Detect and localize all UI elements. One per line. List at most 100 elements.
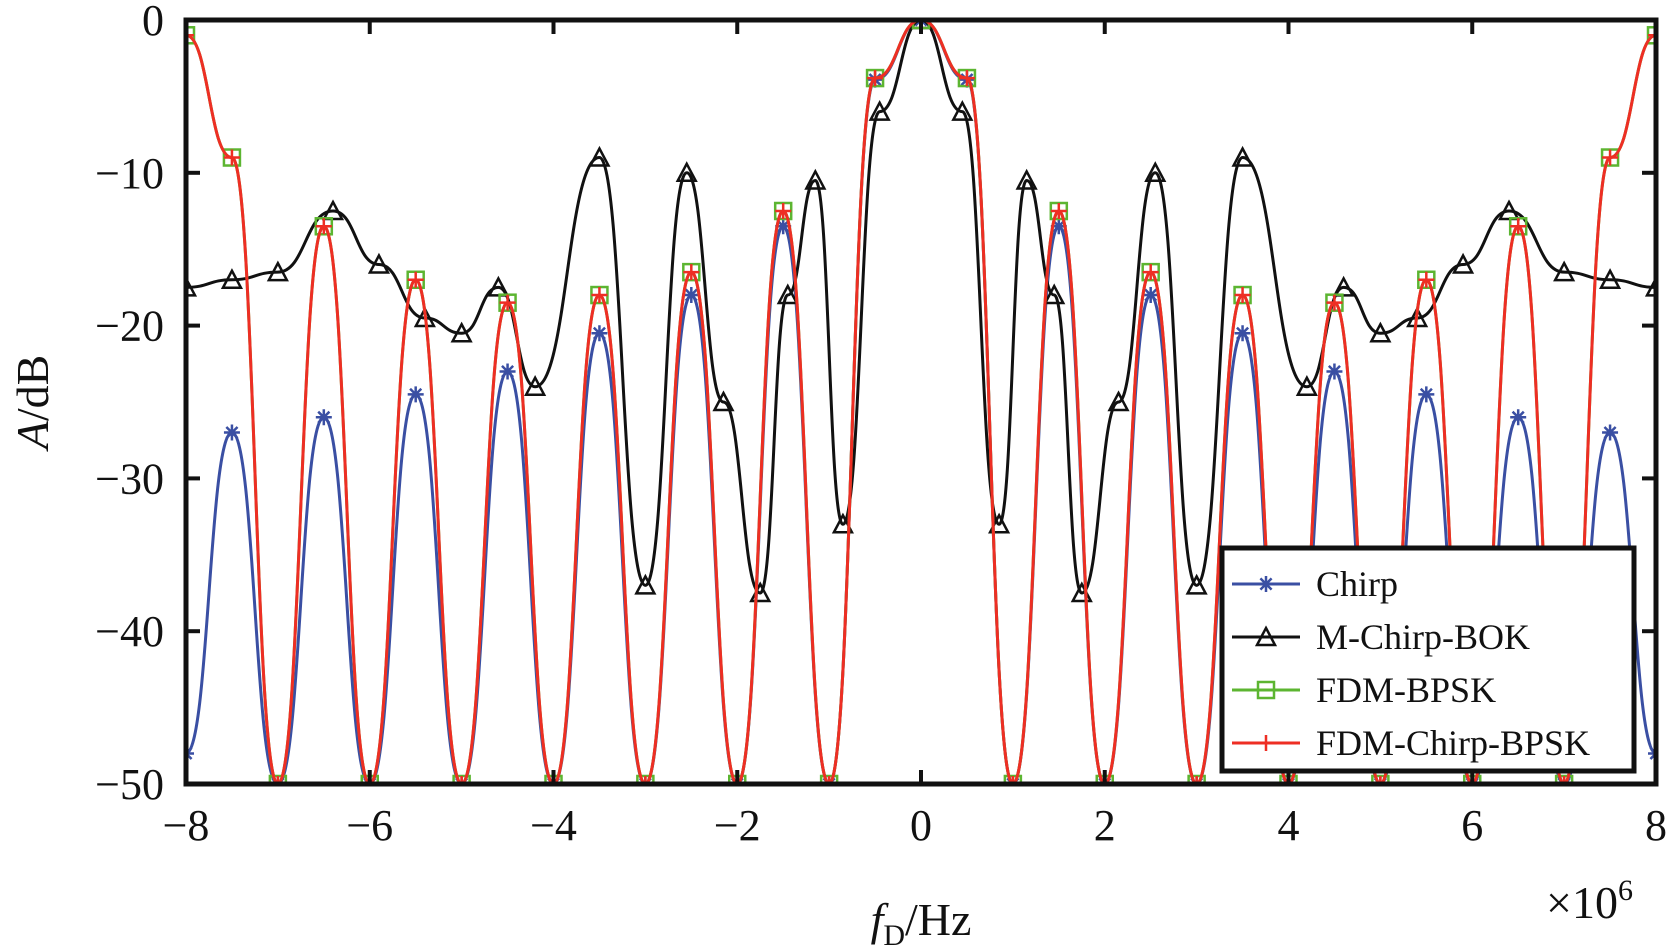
point-m-chirp-bok-35 [1598, 268, 1622, 290]
y-tick-label: −20 [95, 302, 164, 351]
legend-swatch-marker [1258, 735, 1274, 751]
series-m-chirp-bok [186, 20, 1656, 603]
point-m-chirp-bok-36 [1644, 275, 1656, 297]
point-m-chirp-bok-21 [1015, 168, 1038, 190]
point-m-chirp-bok-19 [951, 100, 974, 121]
x-axis-label: fD/Hz [871, 894, 972, 949]
point-m-chirp-bok-17 [868, 100, 891, 121]
x-tick-label: −2 [714, 801, 761, 850]
legend-swatch-marker [1256, 680, 1276, 700]
y-axis-label: A/dB [7, 355, 58, 453]
legend-item-fdm-bpsk: FDM-BPSK [1232, 670, 1496, 710]
point-m-chirp-bok-0 [186, 275, 198, 297]
point-fdm-chirp-bpsk-0 [186, 27, 194, 44]
x-axis-unit: /Hz [905, 894, 971, 945]
point-fdm-chirp-bpsk-31 [1602, 149, 1619, 166]
point-fdm-chirp-bpsk-15 [867, 70, 884, 87]
point-chirp-19 [1050, 218, 1067, 235]
point-chirp-25 [1326, 363, 1343, 380]
point-fdm-chirp-bpsk-9 [591, 287, 608, 304]
point-m-chirp-bok-20 [988, 512, 1011, 534]
point-chirp-5 [407, 386, 424, 403]
point-chirp-29 [1510, 409, 1527, 426]
y-axis-symbol: A [7, 420, 58, 452]
x-tick-label: 6 [1461, 801, 1483, 850]
point-fdm-chirp-bpsk-29 [1510, 218, 1527, 235]
point-m-chirp-bok-16 [831, 512, 854, 534]
x-tick-label: −8 [163, 801, 210, 850]
x-multiplier-base: ×10 [1546, 877, 1618, 928]
point-m-chirp-bok-32 [1451, 252, 1475, 274]
legend-label: Chirp [1316, 564, 1398, 604]
point-fdm-chirp-bpsk-2 [269, 776, 286, 784]
legend: Chirp M-Chirp-BOK FDM-BPSK FDM-Chirp-BPSK [1219, 545, 1637, 774]
x-tick-label: 8 [1645, 801, 1667, 850]
x-tick-label: 2 [1094, 801, 1116, 850]
point-m-chirp-bok-9 [588, 145, 611, 167]
point-m-chirp-bok-30 [1369, 321, 1392, 343]
x-multiplier-exponent: 6 [1618, 874, 1633, 907]
point-m-chirp-bok-15 [804, 168, 827, 190]
point-m-chirp-bok-22 [1043, 283, 1066, 305]
point-m-chirp-bok-6 [450, 321, 473, 343]
x-tick-label: 0 [910, 801, 932, 850]
point-fdm-chirp-bpsk-26 [1372, 776, 1389, 784]
series-line-m-chirp-bok [186, 20, 1656, 595]
x-multiplier: ×106 [1546, 874, 1633, 928]
point-m-chirp-bok-1 [220, 268, 244, 290]
point-fdm-chirp-bpsk-11 [683, 264, 700, 281]
legend-items: Chirp M-Chirp-BOK FDM-BPSK FDM-Chirp-BPSK [1232, 564, 1590, 763]
series-line-fdm-chirp-bpsk [186, 20, 1656, 784]
point-m-chirp-bok-12 [712, 390, 735, 412]
point-fdm-chirp-bpsk-27 [1418, 271, 1435, 288]
x-axis-subscript: D [883, 919, 905, 949]
point-chirp-23 [1234, 325, 1251, 342]
legend-box [1219, 545, 1637, 774]
y-tick-label: 0 [142, 0, 164, 45]
legend-label: FDM-BPSK [1316, 670, 1496, 710]
point-chirp-13 [775, 218, 792, 235]
point-m-chirp-bok-26 [1185, 573, 1208, 595]
point-fdm-chirp-bpsk-23 [1234, 287, 1251, 304]
point-chirp-3 [315, 409, 332, 426]
point-fdm-chirp-bpsk-1 [223, 149, 240, 166]
point-fdm-chirp-bpsk-19 [1050, 203, 1067, 219]
point-m-chirp-bok-31 [1406, 306, 1429, 328]
point-chirp-9 [591, 325, 608, 342]
point-m-chirp-bok-34 [1553, 260, 1576, 282]
x-tick-label: −6 [346, 801, 393, 850]
point-fdm-chirp-bpsk-13 [775, 203, 792, 219]
point-m-chirp-bok-10 [634, 573, 657, 595]
y-tick-label: −30 [95, 454, 164, 503]
point-fdm-chirp-bpsk-17 [958, 70, 975, 87]
point-chirp-27 [1418, 386, 1435, 403]
point-fdm-chirp-bpsk-30 [1556, 776, 1573, 784]
y-tick-label: −10 [95, 149, 164, 198]
legend-swatch-marker [1254, 625, 1278, 647]
y-tick-label: −40 [95, 607, 164, 656]
point-fdm-chirp-bpsk-22 [1188, 776, 1205, 784]
y-axis-unit: /dB [7, 355, 58, 421]
legend-label: M-Chirp-BOK [1316, 617, 1530, 657]
point-m-chirp-bok-5 [413, 306, 436, 328]
point-fdm-chirp-bpsk-3 [315, 218, 332, 235]
y-tick-label: −50 [95, 760, 164, 809]
point-fdm-chirp-bpsk-14 [821, 776, 838, 784]
point-m-chirp-bok-2 [266, 260, 289, 282]
legend-item-chirp: Chirp [1232, 564, 1398, 604]
point-chirp-1 [223, 424, 240, 441]
point-m-chirp-bok-28 [1295, 375, 1318, 396]
point-fdm-chirp-bpsk-7 [499, 294, 516, 311]
point-m-chirp-bok-4 [367, 252, 391, 274]
legend-label: FDM-Chirp-BPSK [1316, 723, 1590, 763]
point-fdm-chirp-bpsk-21 [1142, 264, 1159, 281]
point-chirp-11 [683, 287, 700, 304]
point-fdm-chirp-bpsk-32 [1648, 27, 1656, 44]
legend-swatch-marker [1258, 576, 1274, 592]
point-fdm-chirp-bpsk-6 [453, 776, 470, 784]
point-fdm-chirp-bpsk-18 [1004, 776, 1021, 784]
point-m-chirp-bok-25 [1144, 161, 1167, 183]
point-m-chirp-bok-24 [1107, 390, 1130, 412]
point-m-chirp-bok-8 [524, 375, 547, 396]
